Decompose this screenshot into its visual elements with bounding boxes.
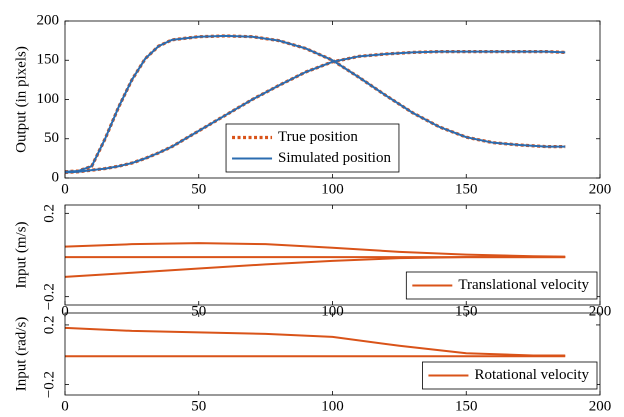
series-line (64, 256, 566, 278)
x-tick-label: 200 (589, 398, 612, 414)
legend-label: True position (278, 129, 358, 145)
legend-label: Rotational velocity (474, 367, 589, 383)
legend-box (225, 123, 400, 173)
x-tick-label: 200 (589, 181, 612, 197)
x-tick-label: 100 (321, 303, 344, 319)
x-tick-label: 100 (321, 181, 344, 197)
y-tick-label: 50 (44, 130, 59, 146)
y-tick-label: 0 (52, 169, 60, 185)
y-tick-label: 0.2 (41, 316, 57, 335)
series-line (64, 242, 566, 258)
x-tick-label: 200 (589, 303, 612, 319)
series-line (64, 50, 566, 174)
x-tick-label: 150 (455, 303, 478, 319)
legend-label: Translational velocity (458, 277, 589, 293)
x-tick-label: 0 (61, 303, 69, 319)
legend: Translational velocity (405, 271, 598, 300)
x-tick-label: 50 (191, 181, 206, 197)
y-axis-label: Input (rad/s) (13, 317, 29, 392)
legend-label: Simulated position (278, 150, 391, 166)
y-tick-label: 100 (37, 91, 60, 107)
x-tick-label: 50 (191, 398, 206, 414)
x-tick-label: 150 (455, 181, 478, 197)
x-tick-label: 100 (321, 398, 344, 414)
legend: Rotational velocity (422, 361, 598, 390)
series-line (64, 34, 566, 173)
series-line (64, 326, 566, 357)
x-tick-label: 150 (455, 398, 478, 414)
x-tick-label: 0 (61, 181, 69, 197)
y-axis-label: Input (m/s) (13, 221, 29, 288)
x-tick-label: 50 (191, 303, 206, 319)
y-tick-label: 150 (37, 52, 60, 68)
legend: True position Simulated position (225, 123, 400, 173)
y-tick-label: −0.2 (41, 283, 57, 310)
x-tick-label: 0 (61, 398, 69, 414)
y-tick-label: 0.2 (41, 204, 57, 223)
y-tick-label: −0.2 (41, 371, 57, 398)
y-tick-label: 200 (37, 12, 60, 28)
y-axis-label: Output (in pixels) (13, 46, 29, 153)
